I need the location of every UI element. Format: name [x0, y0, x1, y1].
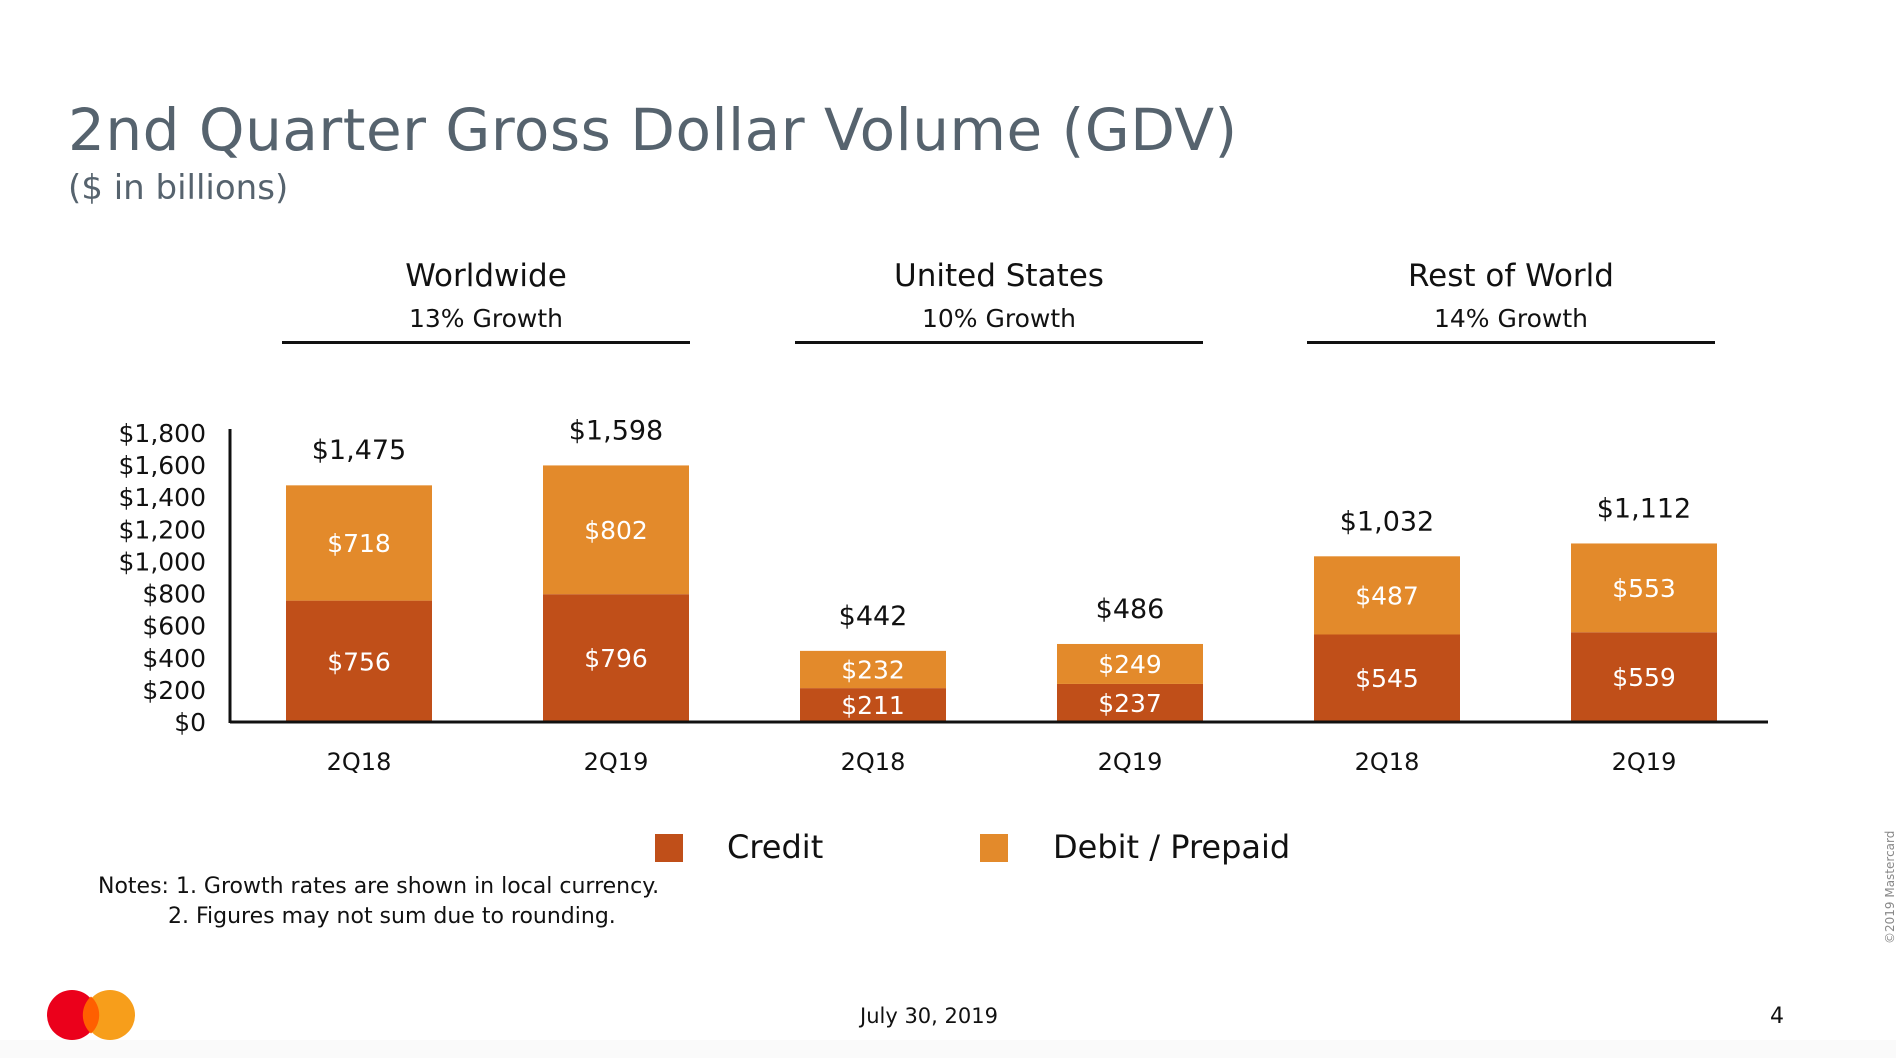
x-tick-label: 2Q18 [841, 748, 906, 776]
bar-total-label: $1,475 [312, 435, 406, 466]
bar-segment-credit [1314, 634, 1460, 722]
bar-value-label: $232 [841, 655, 905, 684]
note-1: Notes: 1. Growth rates are shown in loca… [98, 874, 660, 899]
bar-value-label: $249 [1098, 650, 1162, 679]
y-tick-label: $1,200 [119, 515, 206, 544]
bar-total-label: $442 [839, 601, 908, 632]
bar-value-label: $559 [1612, 663, 1676, 692]
y-tick-label: $1,000 [119, 547, 206, 576]
page-subtitle: ($ in billions) [68, 168, 289, 208]
bar-value-label: $553 [1612, 574, 1676, 603]
bar-total-label: $1,032 [1340, 506, 1434, 537]
notes: Notes: 1. Growth rates are shown in loca… [98, 872, 659, 932]
y-tick-label: $1,600 [119, 451, 206, 480]
region-growth: 10% Growth [921, 304, 1076, 333]
bar-value-label: $756 [327, 647, 391, 676]
bar-value-label: $237 [1098, 689, 1162, 718]
region-header-rest-of-world: Rest of World 14% Growth [1307, 258, 1715, 344]
y-tick-label: $800 [142, 580, 206, 609]
footer-date: July 30, 2019 [860, 1004, 998, 1028]
bar-value-label: $545 [1355, 664, 1419, 693]
x-tick-label: 2Q19 [1098, 748, 1163, 776]
region-underline [795, 341, 1203, 344]
x-tick-label: 2Q18 [1355, 748, 1420, 776]
bar-value-label: $718 [327, 529, 391, 558]
copyright-notice: ©2019 Mastercard [1883, 830, 1896, 944]
bar-segment-credit [286, 600, 432, 722]
bar-segment-credit [800, 688, 946, 722]
bar-value-label: $802 [584, 516, 648, 545]
region-growth: 14% Growth [1433, 304, 1588, 333]
region-header-worldwide: Worldwide 13% Growth [282, 258, 690, 344]
bar-segment-debit [800, 650, 946, 689]
bar-total-label: $486 [1096, 594, 1165, 625]
bar-segment-debit [1057, 643, 1203, 684]
y-tick-label: $0 [174, 708, 206, 737]
footer-band [0, 1040, 1896, 1058]
y-tick-label: $1,800 [119, 419, 206, 448]
legend-label-debit: Debit / Prepaid [1053, 828, 1291, 866]
x-tick-label: 2Q18 [327, 748, 392, 776]
legend-label-credit: Credit [727, 828, 824, 866]
bar-total-label: $1,598 [569, 415, 663, 446]
legend-swatch-debit [980, 834, 1008, 862]
y-tick-label: $1,400 [119, 483, 206, 512]
region-name: Rest of World [1408, 258, 1614, 294]
x-tick-label: 2Q19 [584, 748, 649, 776]
region-underline [282, 341, 690, 344]
bar-value-label: $211 [841, 691, 905, 720]
note-2: 2. Figures may not sum due to rounding. [168, 904, 616, 929]
y-tick-label: $200 [142, 676, 206, 705]
gdv-stacked-bar-chart: $0 $200 $400 $600 $800 $1,000 $1,200 $1,400 $1,6… [119, 415, 1768, 776]
y-tick-label: $600 [142, 612, 206, 641]
bar-value-label: $796 [584, 644, 648, 673]
bar-segment-debit [286, 485, 432, 601]
bar-segment-debit [1314, 556, 1460, 635]
bar-segment-debit [1571, 543, 1717, 633]
page-number: 4 [1770, 1004, 1784, 1029]
bar-segment-credit [1571, 632, 1717, 722]
bar-segment-debit [543, 465, 689, 595]
region-name: United States [894, 258, 1104, 294]
region-name: Worldwide [405, 258, 567, 294]
region-header-united-states: United States 10% Growth [795, 258, 1203, 344]
bar-segment-credit [1057, 683, 1203, 722]
mastercard-logo-icon [47, 990, 135, 1040]
y-tick-label: $400 [142, 644, 206, 673]
page-title: 2nd Quarter Gross Dollar Volume (GDV) [68, 96, 1238, 164]
x-tick-label: 2Q19 [1612, 748, 1677, 776]
bar-total-label: $1,112 [1597, 493, 1691, 524]
region-underline [1307, 341, 1715, 344]
bar-segment-credit [543, 594, 689, 722]
region-growth: 13% Growth [408, 304, 563, 333]
legend-swatch-credit [655, 834, 683, 862]
bar-value-label: $487 [1355, 581, 1419, 610]
